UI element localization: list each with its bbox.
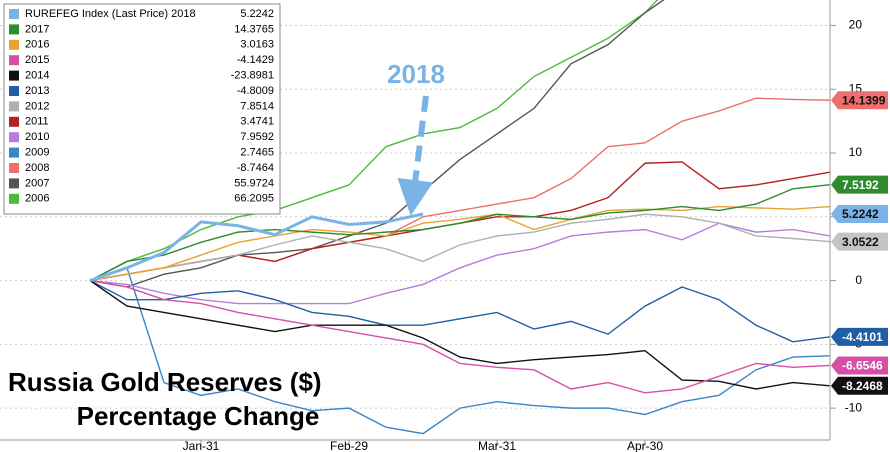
legend-swatch [9, 24, 19, 35]
end-tags: 14.1399 7.5192 5.2242 3.0522 -4.4101 -6.6546 -… [831, 91, 888, 395]
legend-swatch [9, 39, 19, 50]
legend-value: 55.9724 [234, 177, 274, 189]
legend-label: 2015 [25, 54, 49, 66]
end-tag [831, 327, 888, 346]
legend-value: -4.8009 [237, 85, 274, 97]
x-tick-label: Apr-30 [627, 439, 663, 452]
legend-box [3, 3, 281, 215]
legend-swatch [9, 147, 19, 158]
legend-value: 14.3765 [234, 23, 274, 35]
legend-swatch [9, 193, 19, 204]
legend-label: 2010 [25, 131, 49, 143]
end-tag [831, 356, 888, 375]
chart-title: Russia Gold Reserves ($) [8, 367, 322, 397]
series-line [89, 205, 830, 282]
legend-swatch [9, 163, 19, 173]
legend-label: 2014 [25, 70, 49, 82]
legend-value: 7.8514 [240, 100, 274, 112]
legend-label: 2016 [25, 39, 49, 51]
chart-subtitle: Percentage Change [77, 401, 320, 431]
legend-label: 2009 [25, 147, 49, 159]
end-tag [831, 175, 888, 194]
end-tag-label: -8.2468 [842, 379, 883, 393]
legend-value: -8.7464 [237, 162, 274, 174]
legend-swatch [9, 70, 19, 81]
legend-value: 5.2242 [240, 8, 274, 20]
series-line [89, 0, 659, 282]
end-tag-label: -4.4101 [842, 330, 883, 344]
annotation: 2018 [387, 59, 445, 89]
legend: RUREFEG Index (Last Price) 2018 5.2242 201… [3, 3, 281, 215]
end-tag-label: 3.0522 [842, 235, 879, 249]
legend-swatch [9, 55, 19, 66]
legend-value: -23.8981 [231, 70, 274, 82]
annotation-arrow [397, 95, 434, 216]
legend-value: 7.9592 [240, 131, 274, 143]
legend-label: RUREFEG Index (Last Price) 2018 [25, 8, 196, 20]
plot [89, 0, 830, 435]
y-tick-label: -10 [845, 400, 863, 414]
legend-label: 2011 [25, 116, 49, 128]
legend-value: 3.0163 [240, 39, 274, 51]
legend-value: 3.4741 [240, 116, 274, 128]
end-tag-label: 5.2242 [842, 207, 879, 221]
end-tag [831, 91, 888, 110]
legend-label: 2017 [25, 23, 49, 35]
legend-swatch [9, 178, 19, 189]
y-tick-label: 10 [849, 145, 863, 159]
legend-label: 2008 [25, 162, 49, 174]
end-tag [831, 204, 888, 223]
y-tick-label: 20 [849, 18, 863, 32]
legend-swatch [9, 132, 19, 143]
series-line [89, 0, 665, 288]
series-line [89, 213, 830, 282]
legend-swatch [9, 86, 19, 96]
x-tick-label: Mar-31 [478, 439, 516, 452]
series-line [89, 183, 830, 282]
series-line [89, 266, 830, 435]
end-tag [831, 376, 888, 395]
legend-label: 2012 [25, 100, 49, 112]
legend-value: 66.2095 [234, 193, 274, 205]
end-tag-label: -6.6546 [842, 359, 883, 373]
legend-swatch [9, 9, 19, 19]
legend-swatch [9, 101, 19, 112]
legend-value: 2.7465 [240, 147, 274, 159]
end-tag [831, 232, 888, 251]
legend-label: 2007 [25, 177, 49, 189]
legend-label: 2013 [25, 85, 49, 97]
legend-value: -4.1429 [237, 54, 274, 66]
series-line [89, 222, 830, 305]
series-line [89, 279, 830, 343]
x-tick-label: Jan-31 [183, 439, 220, 452]
series-line [89, 212, 424, 282]
x-tick-label: Feb-29 [330, 439, 368, 452]
y-tick-label: 0 [855, 273, 862, 287]
legend-label: 2006 [25, 193, 49, 205]
end-tag-label: 7.5192 [842, 178, 879, 192]
end-tag-label: 14.1399 [842, 93, 886, 107]
legend-swatch [9, 116, 19, 127]
series-line [89, 279, 830, 394]
